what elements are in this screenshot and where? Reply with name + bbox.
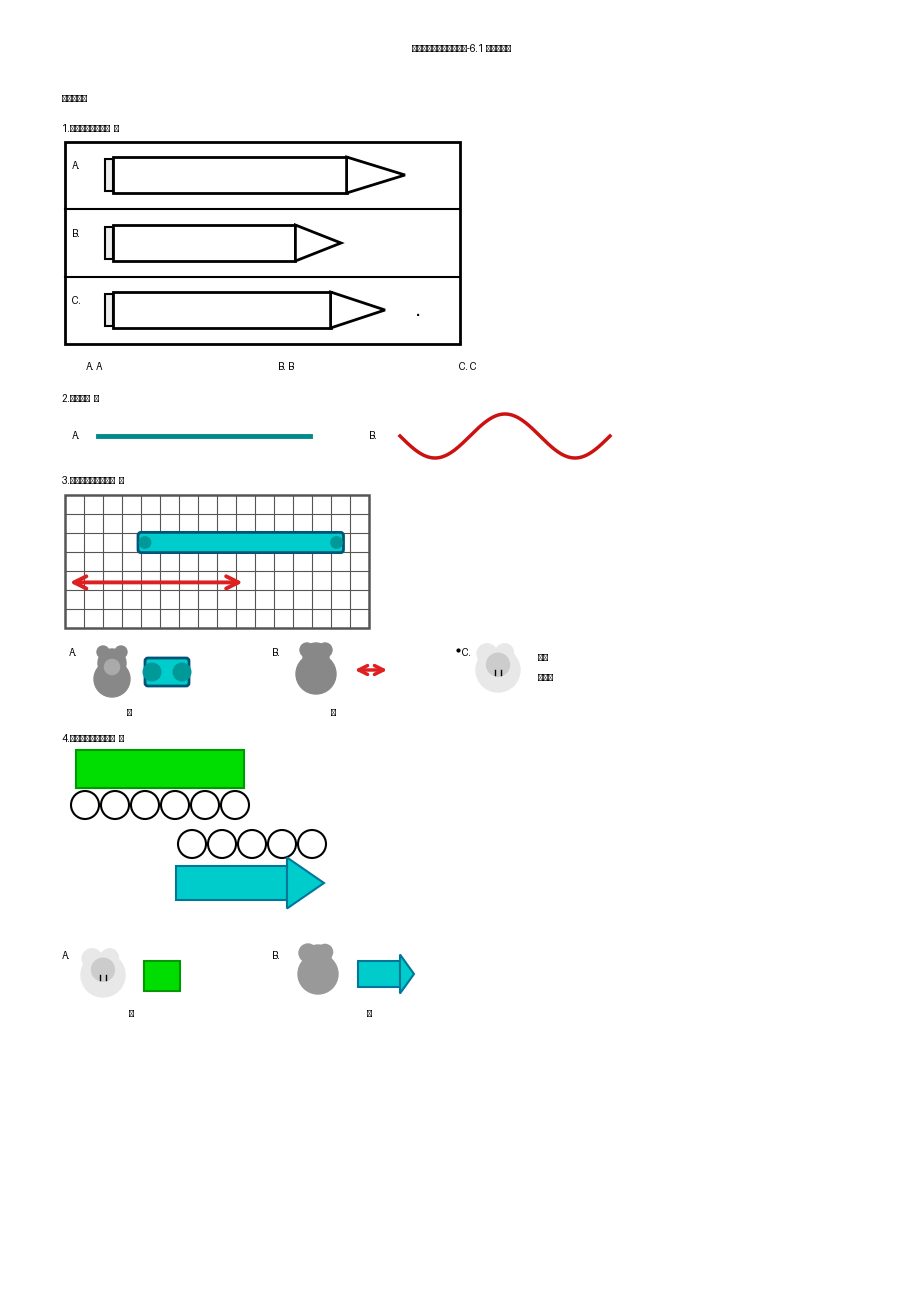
Circle shape bbox=[208, 829, 236, 858]
Circle shape bbox=[101, 949, 119, 966]
Circle shape bbox=[298, 954, 337, 993]
Circle shape bbox=[81, 953, 125, 997]
Circle shape bbox=[477, 643, 496, 664]
Circle shape bbox=[300, 643, 313, 658]
Bar bbox=[105, 227, 113, 259]
FancyBboxPatch shape bbox=[145, 658, 188, 686]
Bar bbox=[65, 495, 369, 628]
Circle shape bbox=[317, 944, 333, 960]
Circle shape bbox=[98, 648, 126, 677]
Circle shape bbox=[130, 792, 159, 819]
Circle shape bbox=[475, 648, 519, 691]
Bar bbox=[357, 961, 400, 987]
Circle shape bbox=[94, 661, 130, 697]
Circle shape bbox=[161, 792, 188, 819]
Text: .: . bbox=[414, 301, 421, 319]
Circle shape bbox=[305, 945, 331, 971]
Circle shape bbox=[486, 654, 509, 676]
Circle shape bbox=[191, 792, 219, 819]
Circle shape bbox=[71, 792, 99, 819]
Circle shape bbox=[173, 663, 190, 681]
Bar bbox=[176, 866, 287, 900]
Polygon shape bbox=[346, 158, 404, 193]
Circle shape bbox=[267, 829, 296, 858]
Bar bbox=[76, 750, 244, 788]
Circle shape bbox=[331, 536, 342, 548]
Circle shape bbox=[143, 663, 161, 681]
Circle shape bbox=[115, 646, 127, 658]
Circle shape bbox=[101, 792, 129, 819]
Circle shape bbox=[299, 944, 317, 962]
Bar bbox=[65, 142, 460, 344]
Bar bbox=[105, 159, 113, 191]
Circle shape bbox=[296, 654, 335, 694]
Circle shape bbox=[495, 643, 513, 661]
Bar bbox=[113, 292, 330, 328]
Bar bbox=[113, 158, 346, 193]
Bar bbox=[105, 294, 113, 326]
Circle shape bbox=[82, 949, 102, 969]
Polygon shape bbox=[330, 292, 384, 328]
Bar bbox=[144, 961, 180, 991]
Circle shape bbox=[177, 829, 206, 858]
Circle shape bbox=[302, 643, 329, 669]
Circle shape bbox=[139, 536, 151, 548]
Circle shape bbox=[221, 792, 249, 819]
Circle shape bbox=[298, 829, 325, 858]
Circle shape bbox=[104, 659, 119, 674]
FancyBboxPatch shape bbox=[138, 533, 343, 552]
Circle shape bbox=[238, 829, 266, 858]
Polygon shape bbox=[287, 858, 323, 909]
Polygon shape bbox=[295, 225, 341, 260]
Polygon shape bbox=[400, 954, 414, 993]
Circle shape bbox=[92, 958, 114, 982]
Bar bbox=[113, 225, 295, 260]
Circle shape bbox=[96, 646, 108, 658]
Circle shape bbox=[318, 643, 332, 658]
